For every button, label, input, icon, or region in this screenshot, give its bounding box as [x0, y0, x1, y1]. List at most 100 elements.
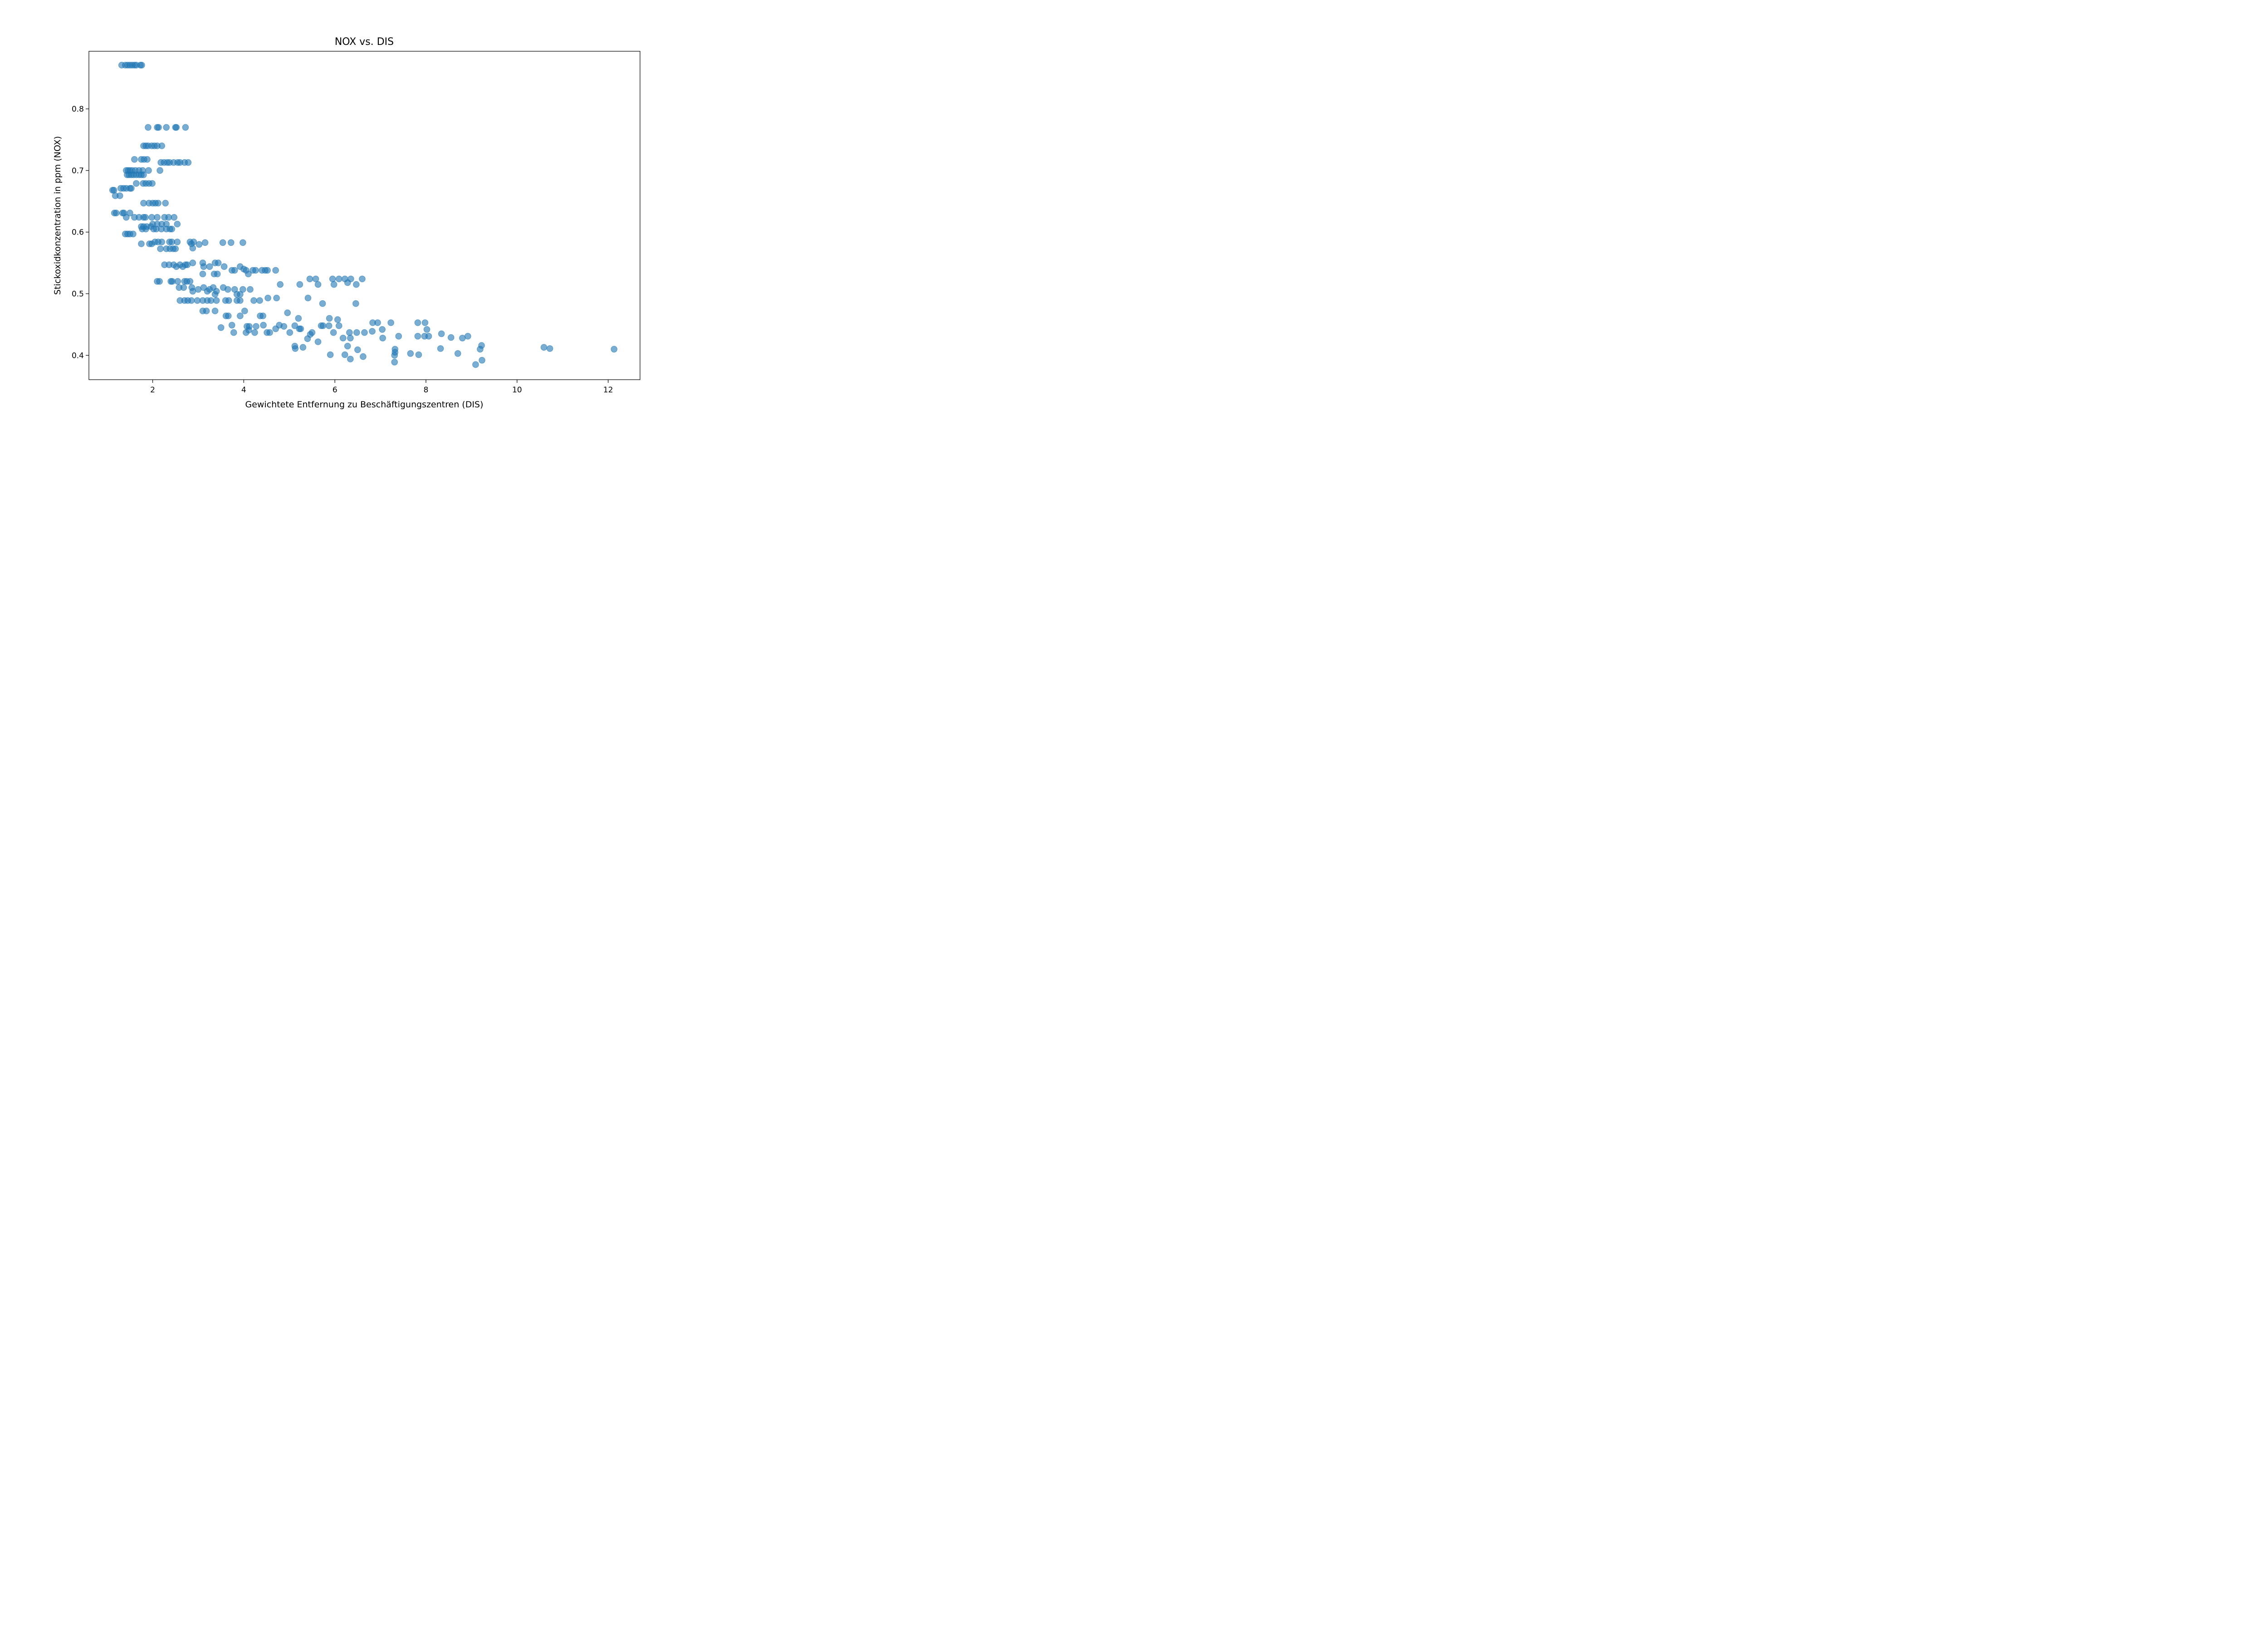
- data-point: [353, 329, 360, 336]
- data-point: [231, 267, 238, 274]
- data-point: [140, 171, 147, 178]
- data-point: [186, 278, 194, 285]
- data-point: [127, 210, 133, 216]
- data-point: [128, 185, 135, 192]
- data-point: [540, 344, 547, 351]
- data-point: [217, 324, 225, 331]
- data-point: [379, 335, 386, 342]
- data-point: [438, 330, 445, 337]
- data-point: [387, 319, 395, 326]
- data-point: [266, 329, 273, 336]
- data-point: [245, 270, 252, 278]
- data-point: [230, 329, 237, 336]
- data-point: [395, 332, 402, 340]
- data-point: [306, 275, 313, 283]
- data-point: [144, 156, 151, 163]
- data-point: [353, 281, 360, 288]
- x-axis-label: Gewichtete Entfernung zu Beschäftigungsz…: [245, 400, 483, 410]
- data-point: [479, 357, 485, 364]
- data-point: [407, 350, 414, 357]
- data-point: [211, 308, 219, 314]
- data-point: [155, 124, 162, 131]
- data-point: [611, 346, 618, 353]
- data-point: [277, 281, 284, 288]
- data-point: [256, 297, 263, 304]
- data-point: [291, 322, 298, 329]
- data-point: [329, 275, 336, 283]
- data-point: [259, 313, 266, 319]
- x-tick-label: 2: [150, 386, 155, 395]
- data-point: [286, 329, 293, 336]
- data-point: [251, 329, 258, 336]
- data-point: [334, 316, 341, 323]
- data-point: [207, 297, 215, 304]
- data-point: [182, 124, 189, 131]
- data-point: [314, 338, 322, 345]
- data-points: [109, 62, 618, 368]
- data-point: [241, 308, 248, 314]
- data-point: [448, 334, 455, 341]
- data-point: [213, 297, 220, 304]
- data-point: [123, 214, 130, 221]
- data-point: [200, 263, 207, 270]
- data-point: [340, 335, 347, 342]
- data-point: [421, 319, 429, 326]
- data-point: [379, 326, 386, 333]
- data-point: [214, 270, 221, 278]
- data-point: [165, 214, 172, 221]
- data-point: [117, 192, 123, 199]
- data-point: [142, 225, 149, 233]
- data-point: [330, 329, 337, 336]
- data-point: [295, 315, 302, 322]
- data-point: [330, 281, 337, 288]
- data-point: [174, 220, 181, 228]
- data-point: [130, 230, 137, 238]
- data-point: [174, 278, 181, 285]
- x-tick-label: 8: [424, 386, 429, 395]
- data-point: [180, 284, 187, 291]
- y-tick-label: 0.8: [72, 105, 84, 114]
- data-point: [245, 327, 252, 334]
- data-point: [172, 245, 179, 252]
- data-point: [110, 187, 117, 194]
- y-axis-label: Stickoxidkonzentration in ppm (NOX): [53, 136, 63, 295]
- chart-title: NOX vs. DIS: [335, 36, 394, 48]
- data-point: [112, 210, 120, 216]
- data-point: [344, 342, 351, 350]
- data-point: [369, 328, 376, 335]
- data-point: [264, 267, 271, 274]
- data-point: [312, 275, 319, 283]
- y-axis-ticks: 0.4 0.5 0.6 0.7 0.8: [72, 105, 89, 360]
- x-tick-label: 6: [332, 386, 337, 395]
- data-point: [319, 322, 327, 329]
- data-point: [292, 345, 299, 352]
- data-point: [299, 344, 307, 351]
- data-point: [272, 267, 279, 274]
- data-point: [142, 214, 149, 221]
- plot-area: [88, 51, 640, 380]
- data-point: [225, 297, 232, 304]
- data-point: [347, 335, 354, 342]
- data-point: [138, 240, 145, 247]
- data-point: [158, 142, 166, 149]
- data-point: [247, 286, 254, 293]
- data-point: [201, 239, 209, 246]
- data-point: [284, 309, 291, 316]
- x-tick-label: 10: [512, 386, 522, 395]
- data-point: [354, 346, 361, 353]
- data-point: [229, 322, 235, 329]
- data-point: [260, 322, 267, 329]
- data-point: [237, 313, 244, 319]
- data-point: [253, 323, 259, 330]
- x-axis-ticks: 2 4 6 8 10 12: [150, 380, 613, 395]
- data-point: [464, 332, 471, 340]
- data-point: [156, 167, 163, 174]
- data-point: [264, 294, 271, 302]
- data-point: [189, 288, 196, 295]
- data-point: [154, 214, 161, 221]
- y-tick-label: 0.4: [72, 351, 84, 360]
- data-point: [347, 275, 354, 283]
- data-point: [325, 322, 332, 329]
- data-point: [163, 124, 170, 131]
- data-point: [199, 270, 206, 278]
